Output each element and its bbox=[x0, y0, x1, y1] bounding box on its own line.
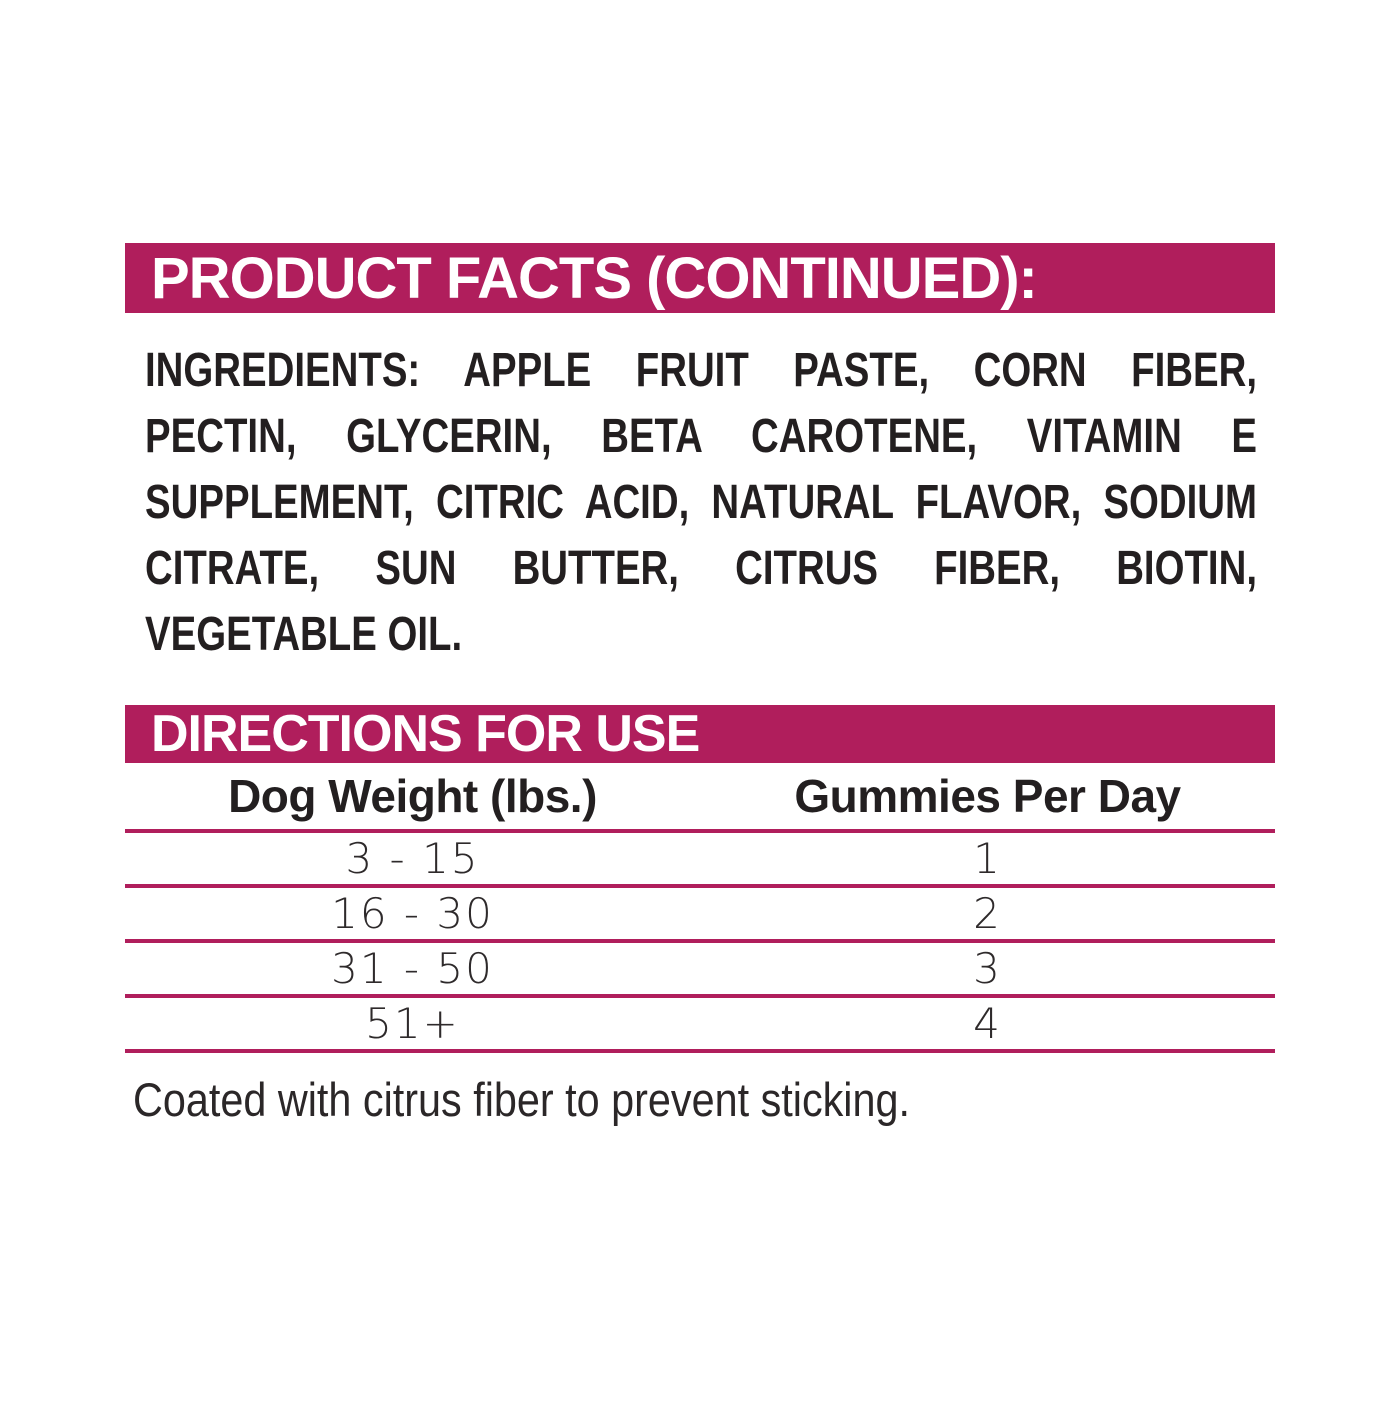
table-row: 51+ 4 bbox=[125, 998, 1275, 1049]
table-row: 3 - 15 1 bbox=[125, 833, 1275, 884]
table-rule bbox=[125, 994, 1275, 998]
dog-weight-value: 3 - 15 bbox=[345, 834, 480, 883]
coating-note: Coated with citrus fiber to prevent stic… bbox=[133, 1073, 910, 1126]
directions-title: DIRECTIONS FOR USE bbox=[151, 705, 700, 763]
ingredients-text-block: INGREDIENTS: APPLE FRUIT PASTE, CORN FIB… bbox=[145, 338, 1257, 668]
gummies-per-day-value: 1 bbox=[973, 834, 1002, 883]
product-facts-header-bar: PRODUCT FACTS (CONTINUED): bbox=[125, 243, 1275, 313]
gummies-per-day-value: 2 bbox=[973, 889, 1002, 938]
table-row: 16 - 30 2 bbox=[125, 888, 1275, 939]
dosage-table-header-row: Dog Weight (lbs.) Gummies Per Day bbox=[125, 763, 1275, 829]
product-facts-title: PRODUCT FACTS (CONTINUED): bbox=[151, 245, 1038, 311]
ingredients-line: VEGETABLE OIL. bbox=[145, 608, 463, 661]
ingredients-paragraph: INGREDIENTS: APPLE FRUIT PASTE, CORN FIB… bbox=[145, 338, 1257, 668]
column-header-gummies-per-day: Gummies Per Day bbox=[794, 770, 1181, 822]
table-rule bbox=[125, 884, 1275, 888]
table-row: 31 - 50 3 bbox=[125, 943, 1275, 994]
table-rule bbox=[125, 829, 1275, 833]
ingredients-line: PECTIN, GLYCERIN, BETA CAROTENE, VITAMIN… bbox=[145, 410, 1257, 463]
ingredients-line: INGREDIENTS: APPLE FRUIT PASTE, CORN FIB… bbox=[145, 344, 1257, 397]
dog-weight-value: 16 - 30 bbox=[331, 889, 494, 938]
table-rule bbox=[125, 939, 1275, 943]
column-header-dog-weight: Dog Weight (lbs.) bbox=[228, 770, 597, 822]
table-rule bbox=[125, 1049, 1275, 1053]
ingredients-line: SUPPLEMENT, CITRIC ACID, NATURAL FLAVOR,… bbox=[145, 476, 1257, 529]
ingredients-line: CITRATE, SUN BUTTER, CITRUS FIBER, BIOTI… bbox=[145, 542, 1257, 595]
dog-weight-value: 31 - 50 bbox=[331, 944, 494, 993]
gummies-per-day-value: 4 bbox=[973, 999, 1002, 1048]
directions-header-bar: DIRECTIONS FOR USE bbox=[125, 705, 1275, 763]
dosage-table: Dog Weight (lbs.) Gummies Per Day 3 - 15… bbox=[125, 763, 1275, 1053]
dog-weight-value: 51+ bbox=[365, 999, 460, 1048]
gummies-per-day-value: 3 bbox=[973, 944, 1002, 993]
